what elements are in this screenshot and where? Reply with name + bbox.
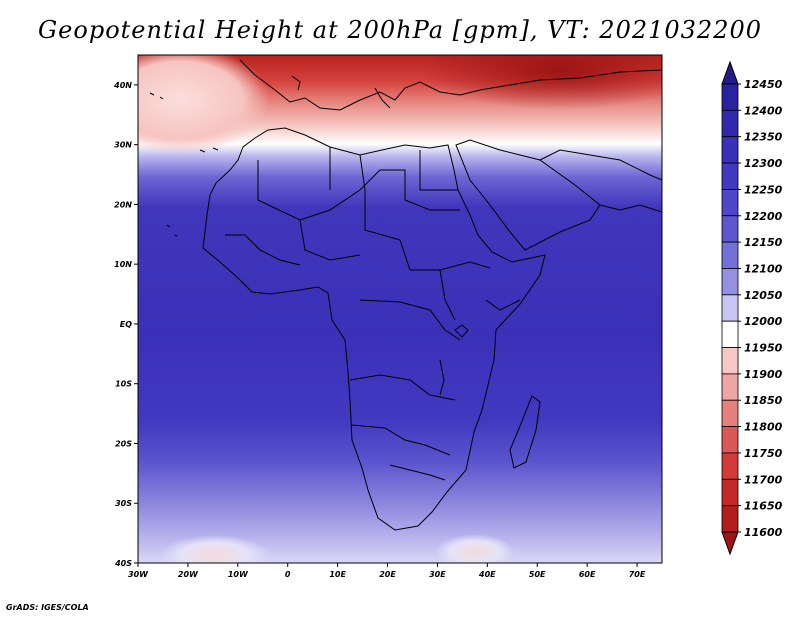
colorbar-segment (721, 162, 739, 190)
colorbar-label: 12450 (744, 78, 783, 91)
lat-tick-label: 10N (114, 260, 132, 269)
lat-tick-label: 20S (115, 439, 132, 448)
colorbar-label: 11650 (744, 500, 783, 513)
colorbar-segment (721, 109, 739, 138)
colorbar-label: 11700 (744, 473, 783, 486)
colorbar-label: 12150 (744, 236, 783, 249)
lat-tick-label: EQ (120, 320, 132, 329)
lon-tick-label: 20E (379, 570, 396, 579)
colorbar-label: 12100 (744, 262, 783, 275)
colorbar-segment (721, 189, 739, 217)
lat-tick-label: 30S (115, 499, 132, 508)
colorbar-label: 12000 (744, 315, 783, 328)
colorbar-segment (721, 294, 739, 322)
colorbar-label: 12200 (744, 210, 783, 223)
latitude-axis: 40N 30N 20N 10N EQ 10S 20S 30S 40S (113, 81, 138, 568)
lat-tick-label: 30N (114, 141, 132, 150)
colorbar-label: 12400 (744, 104, 783, 117)
lon-tick-label: 10E (329, 570, 346, 579)
lon-tick-label: 40E (478, 570, 496, 579)
colorbar-label: 12300 (744, 157, 783, 170)
lat-tick-label: 40S (114, 559, 132, 568)
chart-title: Geopotential Height at 200hPa [gpm], VT:… (38, 16, 762, 44)
colorbar-max-arrow (721, 60, 739, 85)
colorbar: 12450 12400 12350 12300 12250 12200 12150 12100… (721, 60, 783, 556)
colorbar-segment (721, 347, 739, 375)
colorbar-label: 12250 (744, 183, 783, 196)
colorbar-label: 12350 (744, 131, 783, 144)
lon-tick-label: 10W (228, 570, 249, 579)
colorbar-label: 12050 (744, 289, 783, 302)
colorbar-segment (721, 452, 739, 480)
colorbar-label: 11750 (744, 447, 783, 460)
colorbar-segment (721, 399, 739, 427)
colorbar-segment (721, 83, 739, 111)
lon-tick-label: 70E (629, 570, 646, 579)
lon-tick-label: 60E (579, 570, 596, 579)
colorbar-label: 11600 (744, 526, 783, 539)
colorbar-segment (721, 268, 739, 296)
colorbar-label: 11900 (744, 368, 783, 381)
colorbar-segment (721, 478, 739, 507)
colorbar-segment (721, 241, 739, 269)
colorbar-label: 11950 (744, 342, 783, 355)
colorbar-segment (721, 136, 739, 164)
colorbar-segment (721, 505, 739, 533)
lat-tick-label: 20N (114, 200, 132, 209)
colorbar-segment (721, 373, 739, 401)
colorbar-segment (721, 215, 739, 243)
coastlines (149, 59, 662, 531)
lon-tick-label: 30W (128, 570, 149, 579)
colorbar-label: 11850 (744, 394, 783, 407)
lon-tick-label: 0 (285, 570, 291, 579)
lon-tick-label: 20W (178, 570, 199, 579)
lon-tick-label: 30E (429, 570, 446, 579)
grads-credit: GrADS: IGES/COLA (6, 603, 89, 612)
lon-tick-label: 50E (529, 570, 546, 579)
colorbar-min-arrow (721, 531, 739, 556)
geopotential-field (138, 55, 662, 563)
longitude-axis: 30W 20W 10W 0 10E 20E 30E 40E 50E 60E 70E (128, 563, 646, 579)
colorbar-segment (721, 320, 739, 348)
colorbar-segment (721, 426, 739, 454)
colorbar-label: 11800 (744, 421, 783, 434)
map-frame (137, 54, 663, 564)
lat-tick-label: 10S (115, 380, 132, 389)
lat-tick-label: 40N (113, 81, 132, 90)
